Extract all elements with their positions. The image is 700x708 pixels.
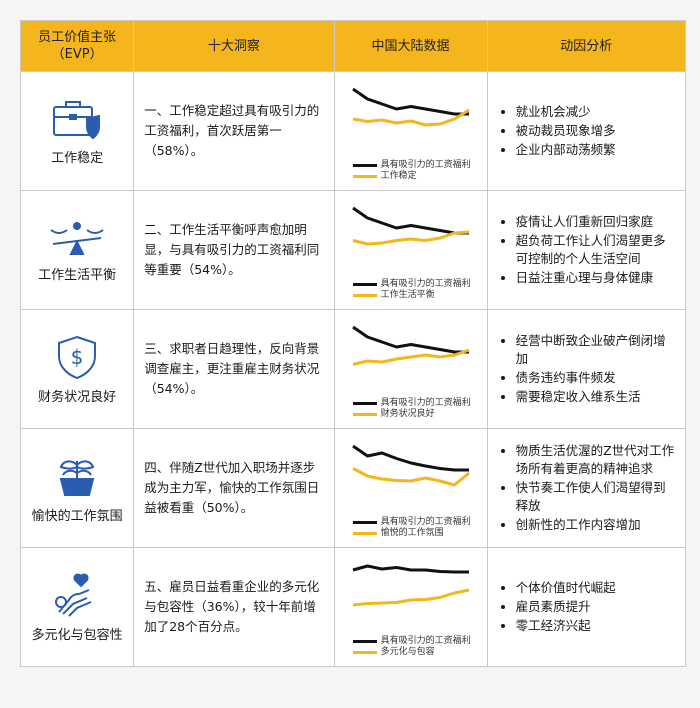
driver-item: 零工经济兴起 bbox=[516, 617, 675, 635]
legend-item: 具有吸引力的工资福利 bbox=[352, 636, 471, 647]
drivers-list: 物质生活优渥的Z世代对工作场所有着更高的精神追求快节奏工作使人们渴望得到释放创新… bbox=[488, 442, 685, 534]
insight-text: 一、工作稳定超过具有吸引力的工资福利，首次跃居第一（58%）。 bbox=[133, 71, 335, 191]
legend-item: 工作稳定 bbox=[352, 171, 471, 182]
drivers-list: 个体价值时代崛起雇员素质提升零工经济兴起 bbox=[488, 579, 685, 635]
legend-item: 财务状况良好 bbox=[352, 409, 471, 420]
evp-insights-table: 员工价值主张 （EVP） 十大洞察 中国大陆数据 动因分析 工作稳定 一、工作稳… bbox=[19, 20, 687, 667]
drivers-list: 疫情让人们重新回归家庭超负荷工作让人们渴望更多可控制的个人生活空间日益注重心理与… bbox=[488, 213, 685, 287]
evp-cell: 多元化与包容性 bbox=[19, 547, 135, 667]
chart-legend: 具有吸引力的工资福利 财务状况良好 bbox=[352, 398, 471, 420]
drivers-cell: 个体价值时代崛起雇员素质提升零工经济兴起 bbox=[486, 547, 687, 667]
evp-label: 愉快的工作氛围 bbox=[31, 508, 123, 524]
series-benchmark-line bbox=[352, 564, 469, 574]
insight-text: 五、雇员日益看重企业的多元化与包容性（36%），较十年前增加了28个百分点。 bbox=[133, 547, 335, 667]
driver-item: 物质生活优渥的Z世代对工作场所有着更高的精神追求 bbox=[516, 442, 675, 478]
driver-item: 企业内部动荡频繁 bbox=[516, 141, 675, 159]
driver-item: 创新性的工作内容增加 bbox=[516, 516, 675, 534]
series-benchmark-line bbox=[351, 325, 469, 354]
drivers-list: 就业机会减少被动裁员现象增多企业内部动荡频繁 bbox=[488, 103, 685, 159]
legend-item: 具有吸引力的工资福利 bbox=[352, 279, 471, 290]
chart-legend: 具有吸引力的工资福利 愉悦的工作氛围 bbox=[352, 517, 471, 539]
legend-item: 愉悦的工作氛围 bbox=[352, 528, 471, 539]
balance-scale-icon bbox=[21, 218, 133, 258]
briefcase-shield-icon bbox=[21, 97, 133, 141]
evp-label: 财务状况良好 bbox=[38, 389, 117, 405]
evp-label: 多元化与包容性 bbox=[31, 627, 123, 643]
series-evp-line bbox=[352, 108, 470, 127]
driver-item: 快节奏工作使人们渴望得到释放 bbox=[516, 479, 675, 515]
evp-label: 工作稳定 bbox=[51, 150, 104, 166]
insight-text: 二、工作生活平衡呼声愈加明显，与具有吸引力的工资福利同等重要（54%）。 bbox=[133, 190, 335, 310]
evp-cell: 工作生活平衡 bbox=[19, 190, 135, 310]
series-benchmark-line bbox=[351, 206, 469, 235]
insight-text: 四、伴随Z世代加入职场并逐步成为主力军，愉快的工作氛围日益被看重（50%）。 bbox=[133, 428, 335, 548]
driver-item: 被动裁员现象增多 bbox=[516, 122, 675, 140]
series-evp-line bbox=[352, 588, 469, 607]
drivers-cell: 疫情让人们重新回归家庭超负荷工作让人们渴望更多可控制的个人生活空间日益注重心理与… bbox=[486, 190, 687, 310]
driver-item: 雇员素质提升 bbox=[516, 598, 675, 616]
trend-chart: 具有吸引力的工资福利 多元化与包容 bbox=[333, 547, 488, 667]
evp-row: 愉快的工作氛围 四、伴随Z世代加入职场并逐步成为主力军，愉快的工作氛围日益被看重… bbox=[19, 428, 687, 548]
drivers-cell: 经营中断致企业破产倒闭增加债务违约事件频发需要稳定收入维系生活 bbox=[486, 309, 687, 429]
driver-item: 经营中断致企业破产倒闭增加 bbox=[516, 332, 675, 368]
evp-cell: 工作稳定 bbox=[19, 71, 135, 191]
drivers-cell: 物质生活优渥的Z世代对工作场所有着更高的精神追求快节奏工作使人们渴望得到释放创新… bbox=[486, 428, 687, 548]
trend-chart: 具有吸引力的工资福利 财务状况良好 bbox=[333, 309, 488, 429]
legend-item: 工作生活平衡 bbox=[352, 290, 471, 301]
driver-item: 日益注重心理与身体健康 bbox=[516, 269, 675, 287]
drivers-cell: 就业机会减少被动裁员现象增多企业内部动荡频繁 bbox=[486, 71, 687, 191]
chart-legend: 具有吸引力的工资福利 工作稳定 bbox=[352, 160, 471, 182]
svg-text:$: $ bbox=[71, 345, 84, 369]
evp-cell: $ 财务状况良好 bbox=[19, 309, 135, 429]
series-benchmark-line bbox=[351, 87, 469, 116]
trend-chart: 具有吸引力的工资福利 工作稳定 bbox=[333, 71, 488, 191]
hands-heart-icon bbox=[21, 572, 133, 618]
header-row: 员工价值主张 （EVP） 十大洞察 中国大陆数据 动因分析 bbox=[19, 20, 687, 72]
driver-item: 债务违约事件频发 bbox=[516, 369, 675, 387]
header-drivers: 动因分析 bbox=[486, 20, 687, 72]
evp-cell: 愉快的工作氛围 bbox=[19, 428, 135, 548]
header-evp: 员工价值主张 （EVP） bbox=[19, 20, 135, 72]
trend-chart: 具有吸引力的工资福利 愉悦的工作氛围 bbox=[333, 428, 488, 548]
driver-item: 就业机会减少 bbox=[516, 103, 675, 121]
driver-item: 疫情让人们重新回归家庭 bbox=[516, 213, 675, 231]
legend-item: 具有吸引力的工资福利 bbox=[352, 160, 471, 171]
dollar-shield-icon: $ bbox=[21, 334, 133, 380]
series-benchmark-line bbox=[351, 444, 469, 472]
drivers-list: 经营中断致企业破产倒闭增加债务违约事件频发需要稳定收入维系生活 bbox=[488, 332, 685, 406]
driver-item: 需要稳定收入维系生活 bbox=[516, 388, 675, 406]
evp-row: 工作生活平衡 二、工作生活平衡呼声愈加明显，与具有吸引力的工资福利同等重要（54… bbox=[19, 190, 687, 310]
trend-chart: 具有吸引力的工资福利 工作生活平衡 bbox=[333, 190, 488, 310]
evp-row: 多元化与包容性 五、雇员日益看重企业的多元化与包容性（36%），较十年前增加了2… bbox=[19, 547, 687, 667]
chart-legend: 具有吸引力的工资福利 工作生活平衡 bbox=[352, 279, 471, 301]
legend-item: 多元化与包容 bbox=[352, 647, 471, 658]
evp-row: 工作稳定 一、工作稳定超过具有吸引力的工资福利，首次跃居第一（58%）。 具有吸… bbox=[19, 71, 687, 191]
plant-pot-icon bbox=[21, 453, 133, 499]
legend-item: 具有吸引力的工资福利 bbox=[352, 517, 471, 528]
series-evp-line bbox=[352, 348, 470, 366]
series-evp-line bbox=[352, 230, 469, 246]
evp-row: $ 财务状况良好 三、求职者日趋理性，反向背景调查雇主，更注重雇主财务状况（54… bbox=[19, 309, 687, 429]
driver-item: 超负荷工作让人们渴望更多可控制的个人生活空间 bbox=[516, 232, 675, 268]
header-china-data: 中国大陆数据 bbox=[333, 20, 488, 72]
series-evp-line bbox=[351, 467, 470, 487]
header-insights: 十大洞察 bbox=[133, 20, 335, 72]
driver-item: 个体价值时代崛起 bbox=[516, 579, 675, 597]
chart-legend: 具有吸引力的工资福利 多元化与包容 bbox=[352, 636, 471, 658]
evp-label: 工作生活平衡 bbox=[38, 267, 117, 283]
legend-item: 具有吸引力的工资福利 bbox=[352, 398, 471, 409]
insight-text: 三、求职者日趋理性，反向背景调查雇主，更注重雇主财务状况（54%）。 bbox=[133, 309, 335, 429]
